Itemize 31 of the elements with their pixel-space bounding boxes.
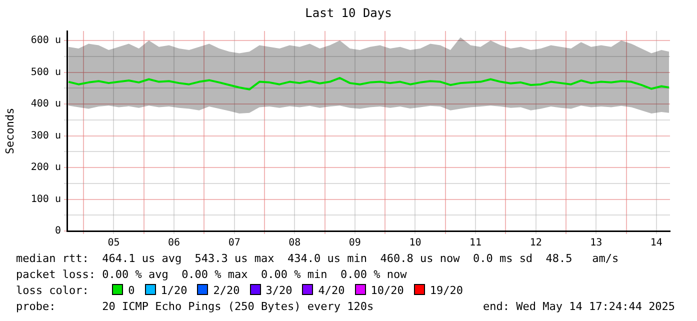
x-tick-label: 06	[168, 238, 180, 249]
x-tick-label: 10	[409, 238, 422, 249]
legend-title: loss color:	[16, 284, 90, 297]
y-tick-label: 0	[54, 226, 61, 237]
legend-label: 2/20	[213, 284, 240, 297]
x-tick-label: 07	[228, 238, 240, 249]
x-tick-label: 12	[530, 238, 542, 249]
x-tick-label: 05	[108, 238, 120, 249]
y-tick-label: 400 u	[30, 98, 61, 110]
y-axis-title: Seconds	[3, 108, 16, 154]
y-tick-label: 200 u	[30, 162, 61, 174]
legend-label: 4/20	[318, 284, 345, 297]
text: end: Wed May 14 17:24:44 2025	[483, 299, 676, 315]
chart-title: Last 10 Days	[304, 6, 393, 20]
y-tick-label: 300 u	[30, 130, 61, 142]
y-tick-label: 100 u	[30, 194, 61, 205]
x-tick-label: 11	[470, 238, 482, 249]
x-tick-label: 14	[650, 238, 662, 249]
text: packet loss: 0.00 % avg 0.00 % max 0.00 % min 0.00 % now	[16, 267, 408, 283]
text: median rtt: 464.1 us avg 543.3 us max 434.0 us min 460.8 us now 0.0 ms sd 48.5 am/s	[16, 251, 619, 267]
y-tick-label: 500 u	[30, 66, 61, 78]
legend-label: 0	[128, 284, 135, 297]
legend-label: 1/20	[160, 284, 188, 297]
y-tick-label: 600 u	[30, 35, 61, 46]
x-tick-label: 09	[348, 238, 361, 249]
text: probe: 20 ICMP Echo Pings (250 Bytes) every 120s	[16, 300, 374, 313]
legend-label: 3/20	[266, 284, 292, 297]
x-tick-label: 13	[590, 238, 602, 249]
legend-label: 19/20	[430, 284, 463, 297]
x-tick-label: 08	[288, 238, 301, 249]
legend-label: 10/20	[370, 284, 404, 297]
